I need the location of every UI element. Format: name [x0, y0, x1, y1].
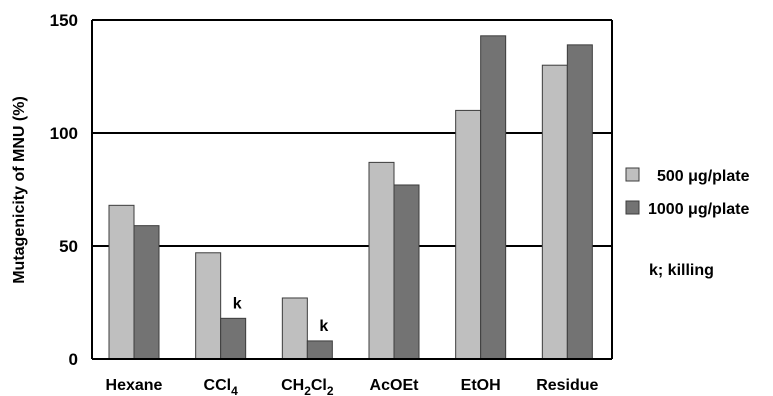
bar-series0-cat3	[368, 161, 395, 360]
y-axis-label: Mutagenicity of MNU (%)	[11, 96, 28, 284]
bar-series0-cat5	[541, 64, 568, 360]
legend-swatch-1	[625, 200, 640, 215]
axes	[91, 19, 613, 360]
category-label-5: Residue	[536, 377, 598, 394]
bar-series1-cat5	[566, 44, 593, 360]
bar-series0-cat2	[281, 297, 308, 360]
y-tick-150: 150	[50, 11, 78, 30]
bar-series0-cat1	[195, 252, 222, 360]
category-label-3: AcOEt	[370, 377, 420, 394]
bar-series0-cat0	[108, 204, 135, 360]
legend: 500 μg/plate 1000 μg/plate	[625, 167, 750, 218]
y-tick-50: 50	[59, 237, 78, 256]
legend-swatch-0	[625, 167, 640, 182]
category-label-0: Hexane	[106, 377, 163, 394]
category-label-4: EtOH	[461, 377, 501, 394]
y-tick-0: 0	[69, 350, 78, 369]
bar-series1-cat1	[220, 317, 247, 360]
y-tick-100: 100	[50, 124, 78, 143]
category-label-1: CCl4	[204, 377, 239, 396]
category-label-2: CH2Cl2	[281, 377, 334, 396]
killing-marker-0: k	[233, 295, 242, 312]
legend-label-1: 1000 μg/plate	[648, 201, 749, 218]
bar-annotations: kk	[233, 295, 329, 335]
bar-series1-cat2	[306, 340, 333, 360]
bar-series1-cat3	[393, 184, 420, 360]
bar-series1-cat4	[480, 35, 507, 360]
bars	[108, 35, 593, 360]
y-tick-labels: 0 50 100 150	[50, 11, 78, 369]
bar-series0-cat4	[455, 109, 482, 360]
bar-series1-cat0	[133, 225, 160, 360]
killing-note: k; killing	[649, 262, 714, 279]
killing-marker-1: k	[319, 318, 328, 335]
legend-label-0: 500 μg/plate	[657, 168, 750, 185]
x-category-labels: Hexane CCl4 CH2Cl2 AcOEt EtOH Residue	[106, 377, 599, 396]
gridlines	[92, 132, 612, 247]
